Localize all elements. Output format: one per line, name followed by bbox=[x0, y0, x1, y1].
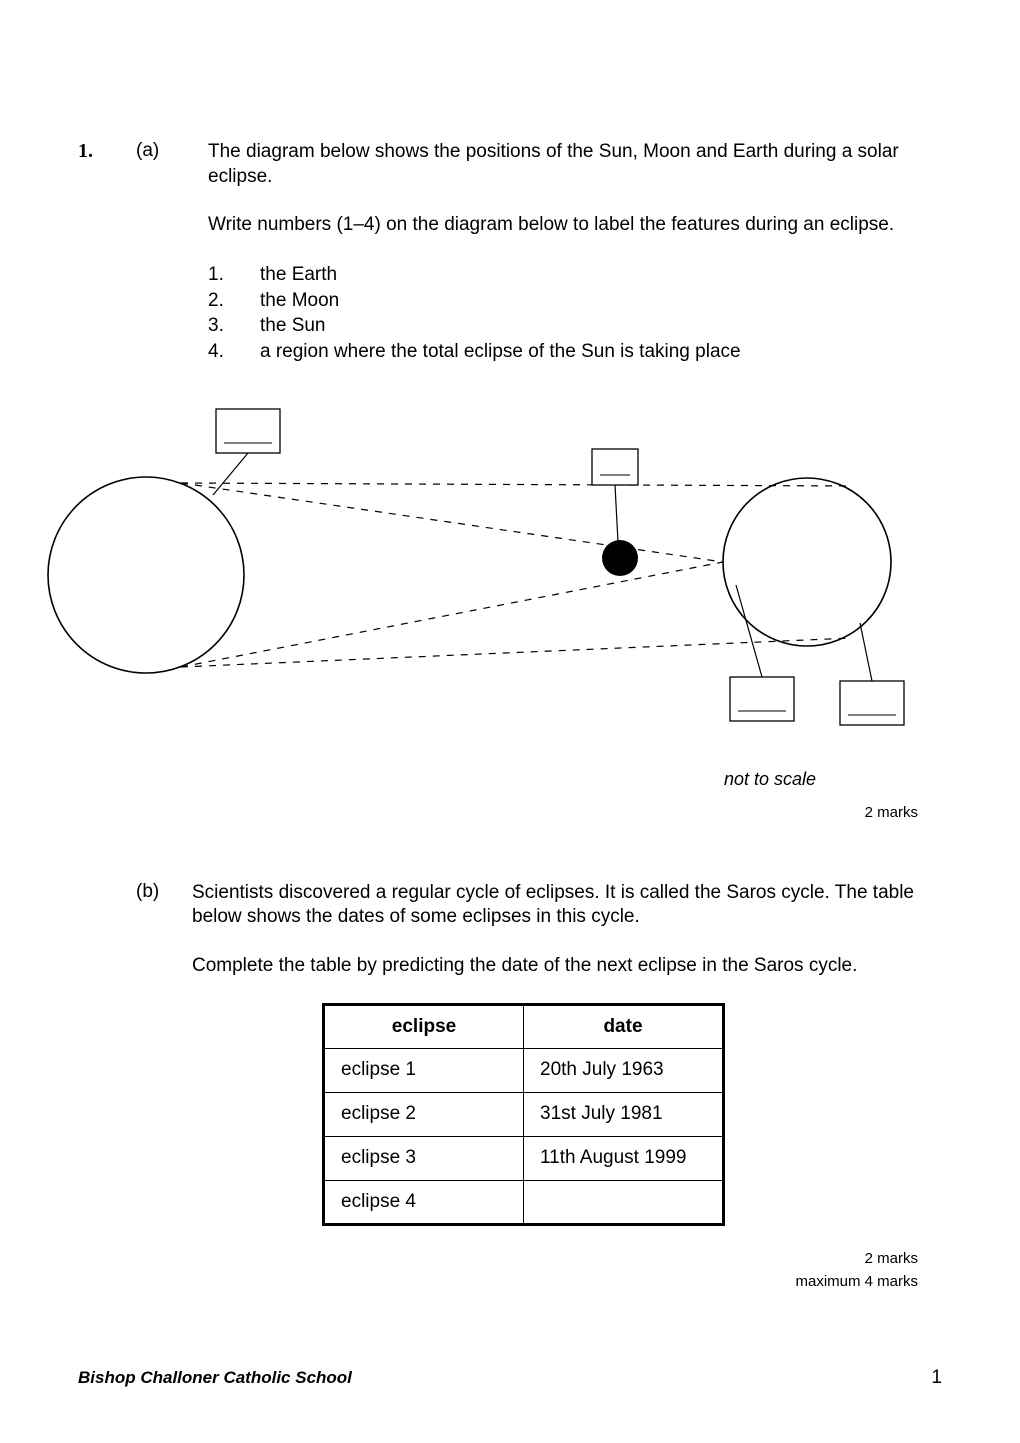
list-item: 3. the Sun bbox=[208, 313, 942, 339]
part-b-marks: 2 marks bbox=[78, 1250, 918, 1267]
list-text: a region where the total eclipse of the … bbox=[260, 339, 741, 365]
part-a-label: (a) bbox=[136, 140, 178, 375]
part-b-para2: Complete the table by predicting the dat… bbox=[192, 954, 942, 979]
table-cell: 20th July 1963 bbox=[524, 1048, 724, 1092]
part-a-marks: 2 marks bbox=[78, 804, 918, 821]
table-cell: eclipse 3 bbox=[324, 1136, 524, 1180]
eclipse-table-container: eclipse date eclipse 1 20th July 1963 ec… bbox=[322, 1003, 942, 1226]
eclipse-table: eclipse date eclipse 1 20th July 1963 ec… bbox=[322, 1003, 725, 1226]
list-num: 2. bbox=[208, 288, 228, 314]
question-number: 1. bbox=[78, 140, 106, 375]
list-item: 2. the Moon bbox=[208, 288, 942, 314]
part-a-para1: The diagram below shows the positions of… bbox=[208, 140, 942, 189]
table-header: date bbox=[524, 1004, 724, 1048]
table-cell: 11th August 1999 bbox=[524, 1136, 724, 1180]
page-footer: Bishop Challoner Catholic School 1 bbox=[78, 1367, 942, 1389]
list-item: 1. the Earth bbox=[208, 262, 942, 288]
table-header: eclipse bbox=[324, 1004, 524, 1048]
part-b-label: (b) bbox=[136, 881, 178, 1226]
part-a-body: The diagram below shows the positions of… bbox=[208, 140, 942, 375]
table-row: eclipse 1 20th July 1963 bbox=[324, 1048, 724, 1092]
not-to-scale-label: not to scale bbox=[78, 769, 816, 790]
list-text: the Sun bbox=[260, 313, 326, 339]
list-num: 3. bbox=[208, 313, 228, 339]
table-cell: eclipse 4 bbox=[324, 1180, 524, 1224]
part-b-body: Scientists discovered a regular cycle of… bbox=[192, 881, 942, 1226]
table-row: eclipse 4 bbox=[324, 1180, 724, 1224]
list-text: the Moon bbox=[260, 288, 339, 314]
feature-list: 1. the Earth 2. the Moon 3. the Sun 4. a… bbox=[208, 262, 942, 365]
part-a-para2: Write numbers (1–4) on the diagram below… bbox=[208, 213, 942, 238]
list-num: 1. bbox=[208, 262, 228, 288]
part-b: (b) Scientists discovered a regular cycl… bbox=[136, 881, 942, 1226]
table-cell: eclipse 2 bbox=[324, 1092, 524, 1136]
page-content: 1. (a) The diagram below shows the posit… bbox=[0, 0, 1020, 1350]
table-row: eclipse 3 11th August 1999 bbox=[324, 1136, 724, 1180]
list-item: 4. a region where the total eclipse of t… bbox=[208, 339, 942, 365]
table-cell: 31st July 1981 bbox=[524, 1092, 724, 1136]
max-marks: maximum 4 marks bbox=[78, 1273, 918, 1290]
footer-school: Bishop Challoner Catholic School bbox=[78, 1368, 352, 1388]
table-header-row: eclipse date bbox=[324, 1004, 724, 1048]
list-num: 4. bbox=[208, 339, 228, 365]
table-cell[interactable] bbox=[524, 1180, 724, 1224]
part-b-para1: Scientists discovered a regular cycle of… bbox=[192, 881, 942, 930]
footer-page-number: 1 bbox=[931, 1367, 942, 1389]
list-text: the Earth bbox=[260, 262, 337, 288]
question-1: 1. (a) The diagram below shows the posit… bbox=[78, 140, 942, 375]
eclipse-svg bbox=[18, 385, 938, 755]
table-cell: eclipse 1 bbox=[324, 1048, 524, 1092]
table-row: eclipse 2 31st July 1981 bbox=[324, 1092, 724, 1136]
eclipse-diagram bbox=[18, 385, 942, 761]
